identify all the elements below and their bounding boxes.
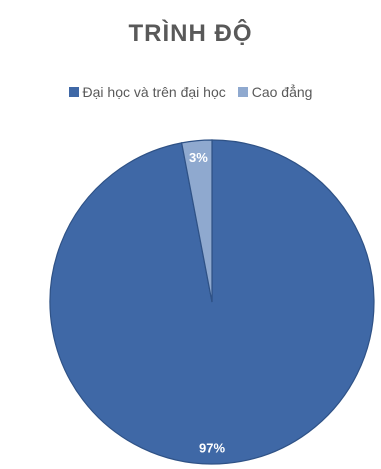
legend-item-university: Đại học và trên đại học: [68, 84, 226, 100]
pie-data-label-0: 97%: [199, 440, 225, 455]
pie-slices: [49, 139, 375, 465]
chart-title: TRÌNH ĐỘ: [128, 20, 253, 47]
legend-swatch-college: [237, 87, 248, 97]
pie-slice-1: [180, 139, 213, 303]
legend-item-college: Cao đẳng: [237, 84, 313, 100]
pie-data-labels: 97% 3%: [189, 150, 225, 455]
legend-swatch-university: [68, 87, 79, 97]
pie-data-label-1: 3%: [189, 150, 208, 165]
chart-legend: Đại học và trên đại học Cao đẳng: [0, 84, 381, 100]
legend-label-college: Cao đẳng: [251, 84, 313, 100]
legend-label-university: Đại học và trên đại học: [82, 84, 226, 100]
